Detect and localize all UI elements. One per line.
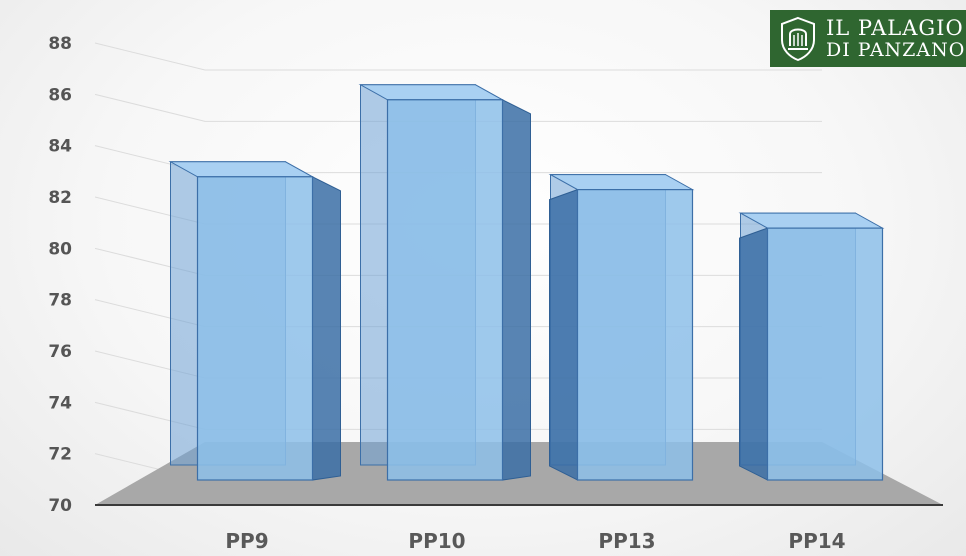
y-tick-label: 76 xyxy=(48,342,72,362)
bar-front xyxy=(576,189,694,481)
y-tick-label: 84 xyxy=(48,137,72,157)
y-tick-label: 88 xyxy=(48,34,72,54)
bar xyxy=(358,84,531,481)
bar-front xyxy=(196,176,314,481)
bar-side xyxy=(739,227,768,481)
bar xyxy=(738,212,885,481)
bars xyxy=(168,84,885,481)
bar-side xyxy=(502,98,531,481)
x-axis-category-labels: PP9 PP10 PP13 PP14 xyxy=(225,529,845,553)
x-category-label: PP10 xyxy=(408,529,465,553)
y-tick-label: 70 xyxy=(48,496,72,516)
bar xyxy=(548,174,695,481)
logo-wordmark: IL PALAGIO DI PANZANO xyxy=(826,17,965,61)
x-category-label: PP14 xyxy=(788,529,845,553)
bar xyxy=(168,161,341,481)
bar-front xyxy=(386,99,504,481)
x-category-label: PP9 xyxy=(225,529,268,553)
y-axis-tick-labels: 70 72 74 76 78 80 82 84 86 88 xyxy=(48,34,72,516)
logo-line-1: IL PALAGIO xyxy=(826,15,964,40)
bar-front xyxy=(766,227,884,481)
y-tick-label: 82 xyxy=(48,188,72,208)
y-tick-label: 72 xyxy=(48,445,72,465)
logo-line-2: DI PANZANO xyxy=(826,38,966,61)
gridline xyxy=(94,93,822,122)
y-tick-label: 86 xyxy=(48,85,72,105)
bar-side xyxy=(549,188,578,481)
y-tick-label: 80 xyxy=(48,239,72,259)
bar-side xyxy=(312,175,341,481)
gridline xyxy=(94,42,822,71)
crest-icon xyxy=(781,16,815,61)
il-palagio-logo: IL PALAGIO DI PANZANO xyxy=(770,10,966,67)
x-category-label: PP13 xyxy=(598,529,655,553)
y-tick-label: 78 xyxy=(48,291,72,311)
y-tick-label: 74 xyxy=(48,393,72,413)
